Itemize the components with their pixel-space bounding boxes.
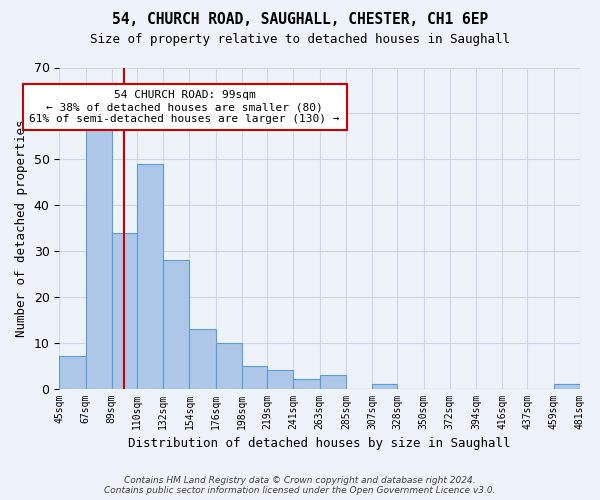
X-axis label: Distribution of detached houses by size in Saughall: Distribution of detached houses by size … — [128, 437, 511, 450]
Bar — [320, 375, 346, 388]
Bar — [137, 164, 163, 388]
Bar — [86, 127, 112, 388]
Bar — [372, 384, 397, 388]
Bar — [242, 366, 267, 388]
Bar — [190, 329, 216, 388]
Text: Contains HM Land Registry data © Crown copyright and database right 2024.
Contai: Contains HM Land Registry data © Crown c… — [104, 476, 496, 495]
Text: Size of property relative to detached houses in Saughall: Size of property relative to detached ho… — [90, 32, 510, 46]
Bar — [267, 370, 293, 388]
Bar — [293, 380, 320, 388]
Bar — [59, 356, 86, 388]
Bar — [554, 384, 580, 388]
Bar — [112, 232, 137, 388]
Bar — [163, 260, 190, 388]
Text: 54 CHURCH ROAD: 99sqm
← 38% of detached houses are smaller (80)
61% of semi-deta: 54 CHURCH ROAD: 99sqm ← 38% of detached … — [29, 90, 340, 124]
Bar — [216, 342, 242, 388]
Text: 54, CHURCH ROAD, SAUGHALL, CHESTER, CH1 6EP: 54, CHURCH ROAD, SAUGHALL, CHESTER, CH1 … — [112, 12, 488, 28]
Y-axis label: Number of detached properties: Number of detached properties — [15, 120, 28, 337]
